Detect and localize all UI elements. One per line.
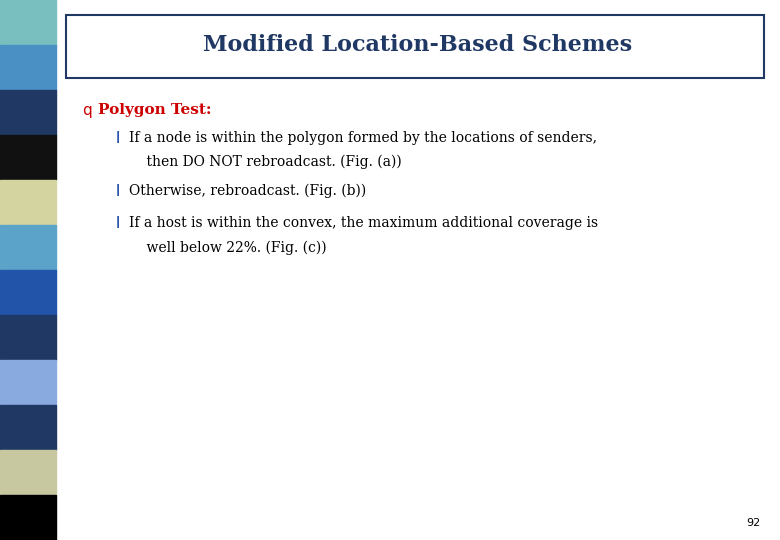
Text: X: X (390, 415, 399, 428)
Text: r: r (647, 477, 653, 491)
Text: B: B (676, 373, 686, 386)
Text: B: B (125, 447, 135, 460)
Text: (b): (b) (370, 502, 390, 516)
Text: then DO NOT rebroadcast. (Fig. (a)): then DO NOT rebroadcast. (Fig. (a)) (129, 155, 402, 170)
Text: If a host is within the convex, the maximum additional coverage is: If a host is within the convex, the maxi… (129, 216, 597, 230)
Text: well below 22%. (Fig. (c)): well below 22%. (Fig. (c)) (129, 240, 326, 255)
Text: l: l (115, 131, 119, 146)
Text: If a node is within the polygon formed by the locations of senders,: If a node is within the polygon formed b… (129, 131, 597, 145)
Polygon shape (307, 299, 381, 518)
Text: q: q (82, 103, 92, 118)
Text: X: X (638, 373, 647, 386)
Text: Modified Location-Based Schemes: Modified Location-Based Schemes (203, 35, 632, 56)
Text: A: A (115, 340, 125, 354)
Text: A: A (574, 373, 583, 386)
Polygon shape (629, 326, 736, 457)
Text: Polygon Test:: Polygon Test: (98, 103, 211, 117)
Text: Otherwise, rebroadcast. (Fig. (b)): Otherwise, rebroadcast. (Fig. (b)) (129, 184, 366, 198)
Text: r: r (607, 477, 613, 491)
Polygon shape (296, 389, 465, 418)
Text: l: l (115, 184, 119, 199)
Text: 92: 92 (746, 518, 760, 528)
Text: (c): (c) (621, 489, 639, 503)
Text: X: X (164, 389, 173, 402)
Text: (a): (a) (147, 487, 166, 501)
Text: C: C (192, 390, 202, 403)
Text: l: l (115, 216, 119, 231)
